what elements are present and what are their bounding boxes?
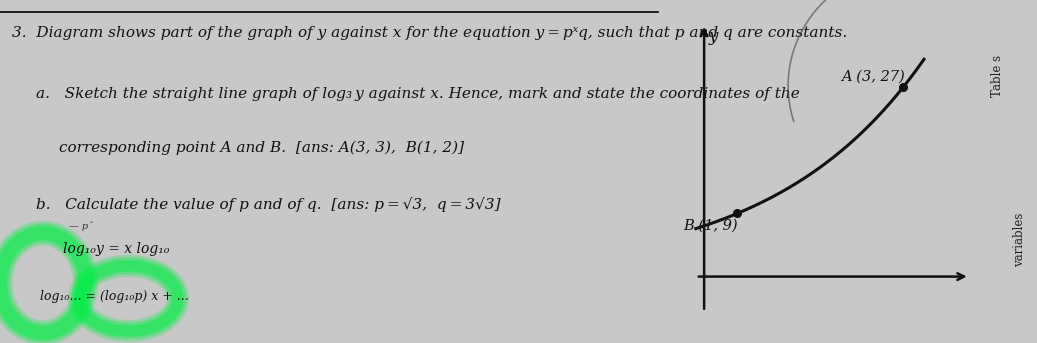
Text: Table s: Table s (990, 55, 1004, 96)
Text: corresponding point A and B.  [ans: A(3, 3),  B(1, 2)]: corresponding point A and B. [ans: A(3, … (59, 141, 465, 155)
Text: A (3, 27): A (3, 27) (841, 70, 904, 84)
Text: y: y (708, 27, 718, 45)
Text: a.   Sketch the straight line graph of log₃ y against x. Hence, mark and state t: a. Sketch the straight line graph of log… (36, 87, 800, 102)
Text: — pˆ: — pˆ (69, 221, 93, 231)
Text: b.   Calculate the value of p and of q.  [ans: p = √3,  q = 3√3]: b. Calculate the value of p and of q. [a… (36, 197, 501, 212)
Text: log₁₀y = x log₁₀: log₁₀y = x log₁₀ (62, 242, 169, 256)
Text: 3.  Diagram shows part of the graph of y against x for the equation y = pˣq, suc: 3. Diagram shows part of the graph of y … (11, 26, 847, 40)
Text: log₁₀... = (log₁₀p) x + ...: log₁₀... = (log₁₀p) x + ... (39, 290, 189, 303)
Text: variables: variables (1013, 213, 1027, 267)
Text: B (1, 9): B (1, 9) (683, 219, 738, 233)
